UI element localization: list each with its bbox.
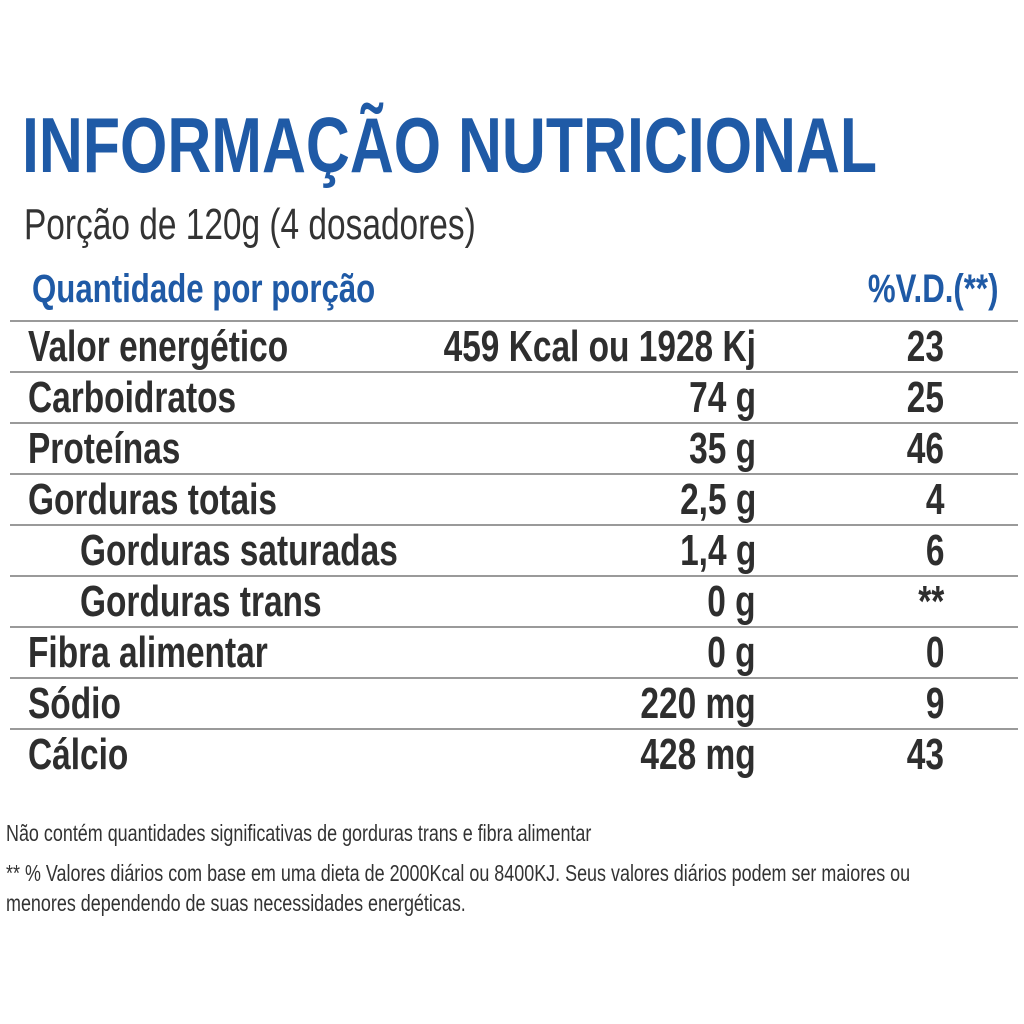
table-row: Gorduras saturadas 1,4 g 6: [10, 524, 1018, 575]
nutrient-name: Sódio: [28, 679, 121, 728]
table-row: Valor energético 459 Kcal ou 1928 Kj 23: [10, 320, 1018, 371]
nutrient-amount: 220 mg: [640, 679, 756, 728]
nutrient-amount: 459 Kcal ou 1928 Kj: [443, 322, 756, 371]
nutrient-daily-value: 43: [906, 730, 944, 779]
nutrient-daily-value: 25: [906, 373, 944, 422]
nutrient-daily-value: 0: [925, 628, 944, 677]
footnote-trans-fiber: Não contém quantidades significativas de…: [6, 820, 592, 846]
nutrient-name: Fibra alimentar: [28, 628, 268, 677]
footnote-daily-values: ** % Valores diários com base em uma die…: [6, 858, 910, 918]
table-header: Quantidade por porção %V.D.(**): [0, 262, 1024, 316]
table-row: Carboidratos 74 g 25: [10, 371, 1018, 422]
nutrient-amount: 1,4 g: [679, 526, 756, 575]
nutrient-name: Cálcio: [28, 730, 129, 779]
nutrient-name: Proteínas: [28, 424, 181, 473]
nutrient-amount: 2,5 g: [679, 475, 756, 524]
page-title: INFORMAÇÃO NUTRICIONAL: [22, 101, 878, 189]
portion-size: Porção de 120g (4 dosadores): [24, 200, 476, 249]
nutrient-daily-value: 9: [925, 679, 944, 728]
nutrient-amount: 0 g: [707, 577, 756, 626]
footnote-line-2: menores dependendo de suas necessidades …: [6, 890, 466, 916]
nutrient-name: Gorduras saturadas: [80, 526, 398, 575]
nutrient-name: Gorduras trans: [80, 577, 322, 626]
nutrient-amount: 0 g: [707, 628, 756, 677]
table-row: Cálcio 428 mg 43: [10, 728, 1018, 779]
nutrient-amount: 35 g: [689, 424, 756, 473]
nutrient-daily-value: 23: [906, 322, 944, 371]
nutrient-daily-value: 4: [925, 475, 944, 524]
table-row: Proteínas 35 g 46: [10, 422, 1018, 473]
nutrient-daily-value: **: [917, 577, 944, 626]
footnote-line-1: ** % Valores diários com base em uma die…: [6, 860, 911, 886]
nutrient-daily-value: 46: [906, 424, 944, 473]
daily-value-header: %V.D.(**): [867, 267, 998, 311]
quantity-header: Quantidade por porção: [32, 267, 376, 311]
nutrient-name: Gorduras totais: [28, 475, 277, 524]
table-row: Gorduras trans 0 g **: [10, 575, 1018, 626]
table-row: Sódio 220 mg 9: [10, 677, 1018, 728]
table-row: Fibra alimentar 0 g 0: [10, 626, 1018, 677]
nutrient-name: Valor energético: [28, 322, 289, 371]
nutrient-name: Carboidratos: [28, 373, 237, 422]
table-row: Gorduras totais 2,5 g 4: [10, 473, 1018, 524]
nutrition-table: Valor energético 459 Kcal ou 1928 Kj 23 …: [10, 320, 1018, 779]
nutrient-amount: 74 g: [689, 373, 756, 422]
nutrient-daily-value: 6: [925, 526, 944, 575]
nutrient-amount: 428 mg: [640, 730, 756, 779]
